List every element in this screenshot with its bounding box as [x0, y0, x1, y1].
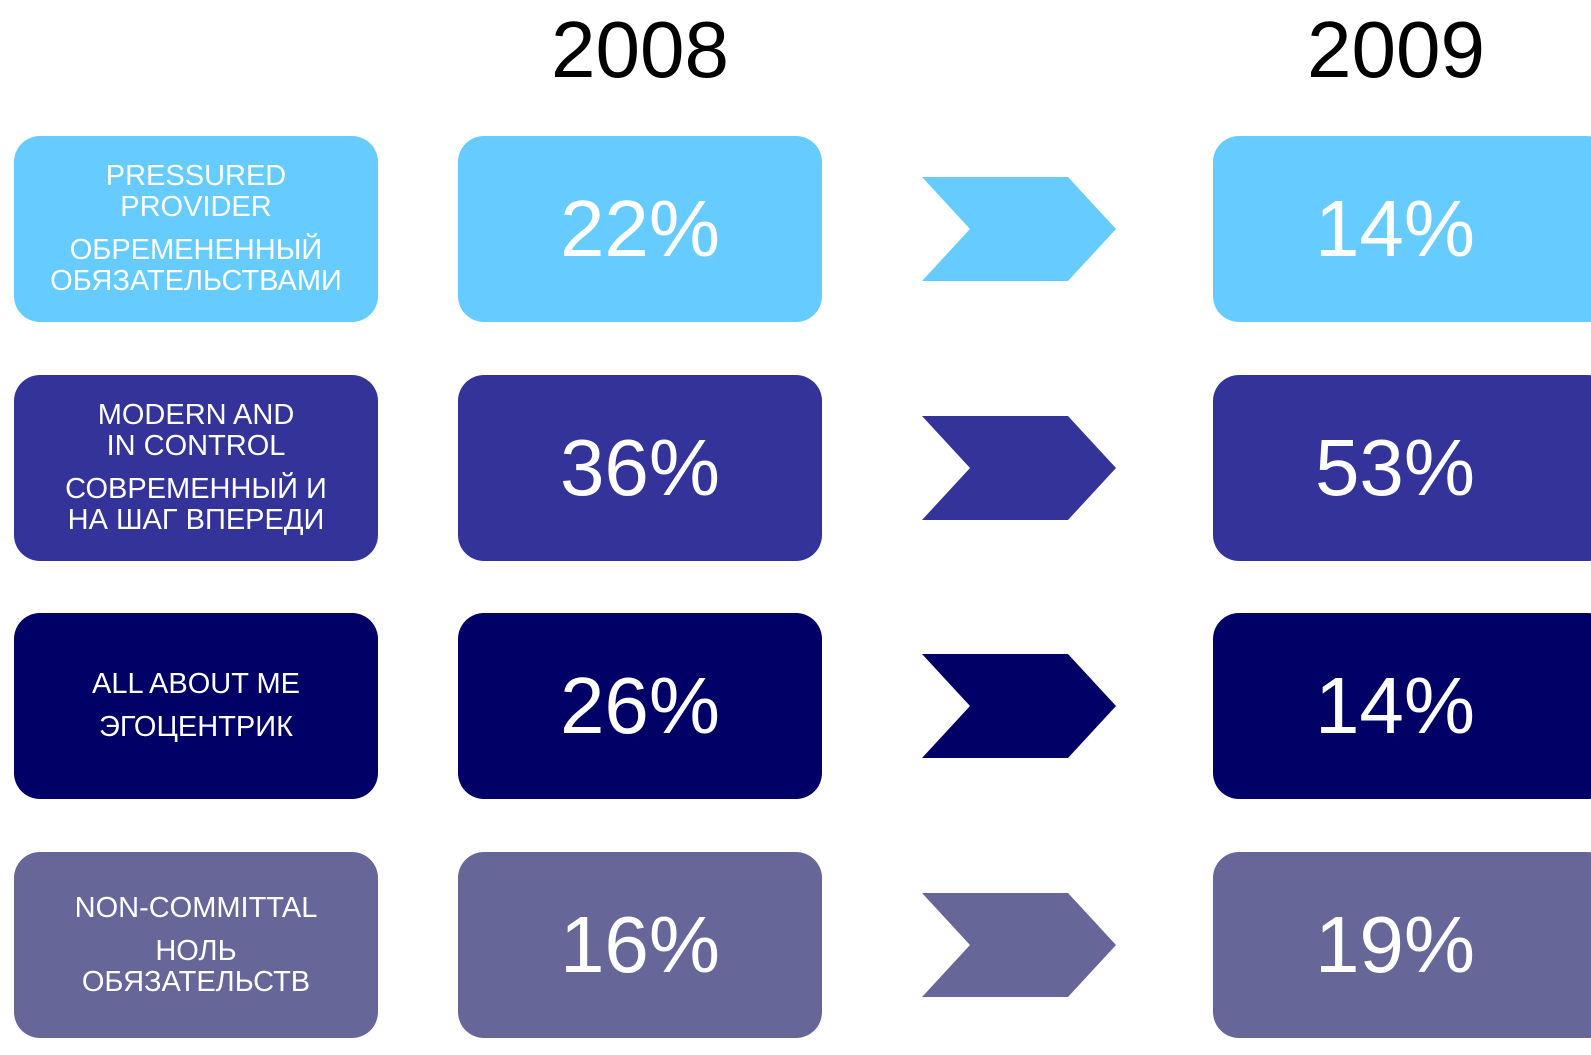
- value-2009: 53%: [1314, 423, 1476, 512]
- value-box-2009: 14%: [1213, 136, 1591, 322]
- arrow: [922, 177, 1116, 281]
- english-name: NON-COMMITTAL: [74, 891, 318, 924]
- label-line: СОВРЕМЕННЫЙ И: [65, 473, 327, 505]
- value-2008: 26%: [559, 661, 721, 750]
- label-line: MODERN AND: [97, 399, 295, 431]
- year-header: 2009: [1307, 5, 1485, 94]
- label-line: IN CONTROL: [106, 430, 286, 462]
- segment-label: NON-COMMITTAL НОЛЬ ОБЯЗАТЕЛЬСТВ: [14, 852, 378, 1038]
- chevron: [922, 654, 1116, 758]
- value-2009: 14%: [1314, 184, 1476, 273]
- label-line: ЭГОЦЕНТРИК: [98, 711, 293, 743]
- russian-name: ОБРЕМЕНЕННЫЙ ОБЯЗАТЕЛЬСТВАМИ: [50, 235, 342, 297]
- english-name: ALL ABOUT ME: [92, 669, 300, 700]
- segment-label: MODERN AND IN CONTROL СОВРЕМЕННЫЙ И НА ШАГ …: [14, 375, 378, 561]
- value-box-2009: 14%: [1213, 613, 1591, 799]
- label-line: PRESSURED: [105, 160, 287, 192]
- arrow: [922, 416, 1116, 520]
- russian-name: СОВРЕМЕННЫЙ И НА ШАГ ВПЕРЕДИ: [65, 474, 327, 536]
- label-line: ALL ABOUT ME: [92, 668, 300, 700]
- value-box-2008: 26%: [458, 613, 822, 799]
- english-name: PRESSURED PROVIDER: [106, 161, 287, 223]
- value-box-2008: 16%: [458, 852, 822, 1038]
- label-line: NON-COMMITTAL: [74, 891, 318, 924]
- value-2008: 36%: [559, 423, 721, 512]
- value-2009: 14%: [1314, 661, 1476, 750]
- value-box-2009: 19%: [1213, 852, 1591, 1038]
- chevron: [922, 416, 1116, 520]
- russian-name: НОЛЬ ОБЯЗАТЕЛЬСТВ: [81, 934, 311, 998]
- label-line: PROVIDER: [120, 191, 272, 223]
- value-2009: 19%: [1314, 900, 1476, 989]
- value-box-2008: 22%: [458, 136, 822, 322]
- label-line: НА ШАГ ВПЕРЕДИ: [67, 504, 325, 536]
- russian-name: ЭГОЦЕНТРИК: [99, 712, 293, 743]
- year-header: 2008: [551, 5, 729, 94]
- value-2008: 22%: [559, 184, 721, 273]
- label-line: ОБРЕМЕНЕННЫЙ: [69, 234, 323, 266]
- english-name: MODERN AND IN CONTROL: [98, 400, 295, 462]
- label-line: ОБЯЗАТЕЛЬСТВ: [81, 965, 311, 998]
- arrow: [922, 893, 1116, 997]
- label-line: ОБЯЗАТЕЛЬСТВАМИ: [50, 265, 342, 297]
- chevron: [922, 177, 1116, 281]
- segment-label: ALL ABOUT ME ЭГОЦЕНТРИК: [14, 613, 378, 799]
- value-2008: 16%: [559, 900, 721, 989]
- label-line: НОЛЬ: [155, 934, 237, 967]
- segment-label: PRESSURED PROVIDER ОБРЕМЕНЕННЫЙ ОБЯЗАТЕЛЬСТ…: [14, 136, 378, 322]
- value-box-2009: 53%: [1213, 375, 1591, 561]
- value-box-2008: 36%: [458, 375, 822, 561]
- arrow: [922, 654, 1116, 758]
- chevron: [922, 893, 1116, 997]
